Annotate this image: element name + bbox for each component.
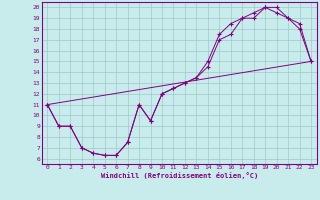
X-axis label: Windchill (Refroidissement éolien,°C): Windchill (Refroidissement éolien,°C) [100,172,258,179]
